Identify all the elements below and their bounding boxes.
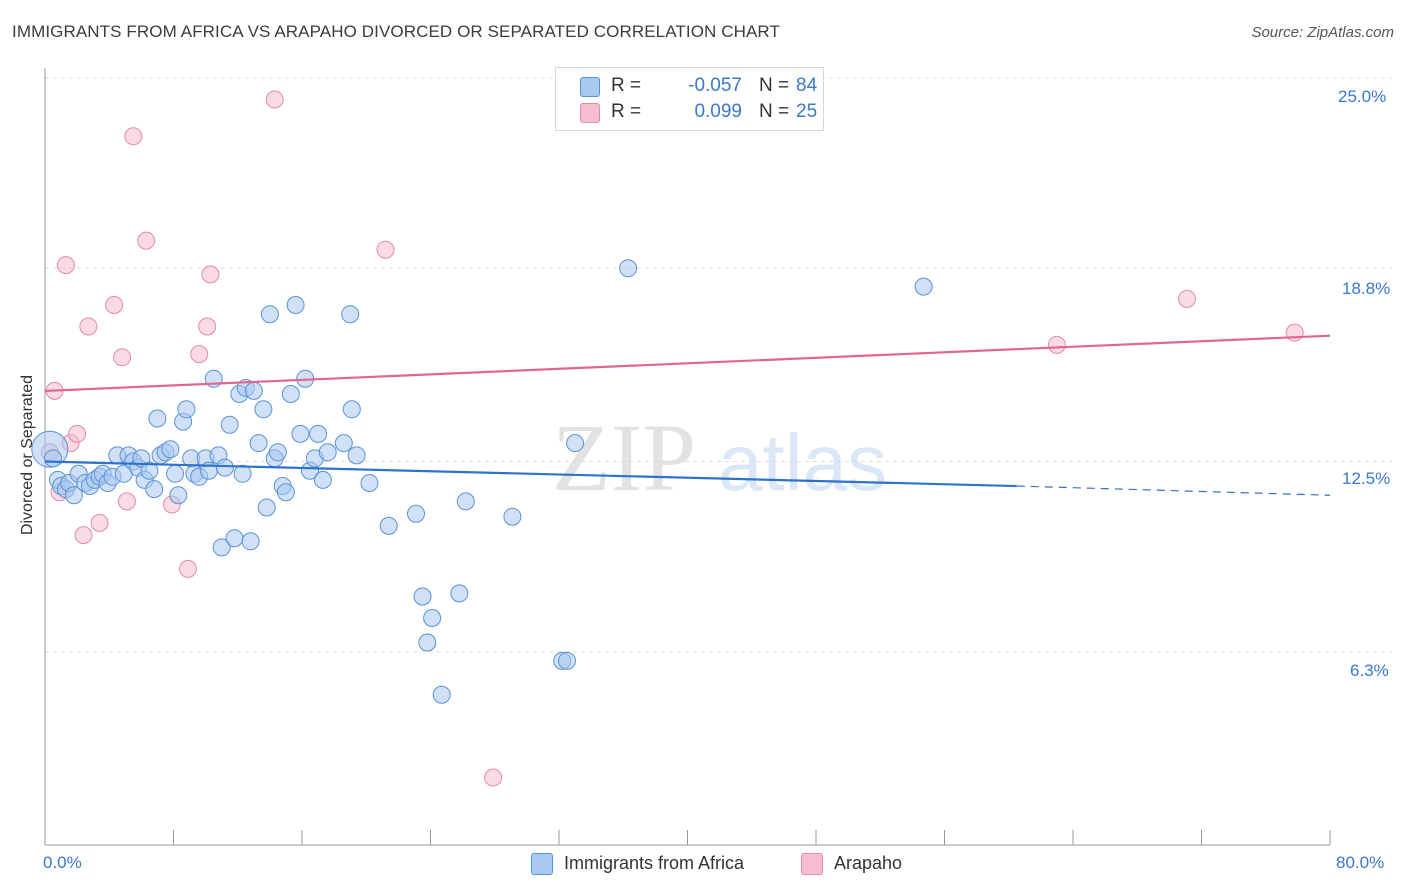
legend-label-africa: Immigrants from Africa: [564, 853, 745, 873]
arapaho-point: [137, 231, 156, 250]
y-tick-label: 18.8%: [1342, 279, 1391, 298]
africa-point: [456, 492, 475, 511]
africa-point: [233, 464, 252, 483]
africa-point: [44, 449, 62, 468]
africa-point: [413, 587, 432, 606]
watermark-atlas: atlas: [718, 418, 887, 507]
arapaho-point: [68, 424, 87, 443]
africa-point: [291, 424, 310, 443]
africa-point: [914, 277, 933, 296]
arapaho-point: [265, 90, 284, 109]
arapaho-point: [201, 265, 220, 284]
grid-lines: [45, 77, 1392, 653]
arapaho-point: [113, 348, 132, 367]
arapaho-point: [105, 296, 124, 314]
africa-point: [215, 458, 234, 477]
arapaho-point: [124, 127, 143, 146]
africa-swatch-icon: [580, 77, 600, 97]
arapaho-point: [79, 317, 98, 336]
africa-point: [64, 486, 83, 505]
africa-point: [418, 633, 437, 652]
x-tick-label-min: 0.0%: [43, 853, 82, 872]
africa-point: [276, 483, 295, 502]
arapaho-point: [376, 240, 395, 259]
africa-point: [309, 424, 328, 443]
source-label: Source: ZipAtlas.com: [1251, 24, 1394, 41]
africa-point: [249, 434, 268, 453]
africa-point: [254, 400, 273, 419]
trend-lines: [44, 334, 1331, 496]
africa-point: [313, 470, 332, 489]
arapaho-point: [190, 345, 209, 364]
y-tick-label: 12.5%: [1342, 469, 1391, 488]
y-axis-label: Divorced or Separated: [19, 374, 36, 536]
africa-swatch-icon: [531, 853, 553, 875]
arapaho-point: [117, 492, 136, 511]
n-label: N =: [759, 101, 790, 122]
r-label: R =: [611, 101, 642, 122]
africa-point: [503, 507, 522, 526]
arapaho-point: [1178, 289, 1196, 308]
africa-point: [177, 400, 196, 419]
arapaho-point: [90, 513, 109, 532]
arapaho-point: [179, 559, 197, 578]
n-value: 25: [796, 101, 818, 122]
r-value: 0.099: [694, 101, 742, 122]
africa-point: [379, 516, 398, 535]
africa-point: [241, 532, 260, 551]
africa-point: [244, 381, 263, 400]
africa-point: [566, 434, 585, 453]
arapaho-point: [484, 768, 503, 787]
africa-point: [360, 474, 379, 492]
x-tick-label-max: 80.0%: [1336, 853, 1385, 872]
africa-point: [286, 296, 305, 314]
africa-point: [318, 443, 337, 462]
africa-point: [166, 464, 185, 483]
africa-point: [212, 538, 231, 557]
africa-point: [169, 486, 188, 505]
arapaho-point: [74, 526, 93, 545]
watermark-zip: ZIP: [552, 404, 696, 511]
africa-point: [281, 385, 300, 403]
africa-point: [257, 498, 276, 517]
arapaho-swatch-icon: [801, 853, 823, 875]
stats-legend: R = -0.057 N = 84 R = 0.099 N = 25: [555, 67, 824, 131]
arapaho-swatch-icon: [580, 103, 600, 123]
chart-title: IMMIGRANTS FROM AFRICA VS ARAPAHO DIVORC…: [12, 22, 780, 41]
legend-label-arapaho: Arapaho: [834, 853, 903, 873]
africa-point: [220, 415, 239, 434]
africa-trend-extension: [1016, 485, 1331, 496]
n-value: 84: [796, 75, 818, 96]
africa-point: [148, 409, 167, 428]
africa-point: [268, 443, 287, 462]
africa-point: [140, 461, 159, 480]
africa-point: [341, 305, 360, 324]
arapaho-point: [1047, 335, 1066, 354]
africa-point: [260, 305, 279, 324]
y-tick-label: 25.0%: [1338, 87, 1387, 106]
arapaho-trend-line: [44, 334, 1331, 393]
africa-point: [450, 584, 469, 603]
arapaho-point: [56, 256, 75, 275]
africa-point: [347, 446, 366, 465]
y-tick-label: 6.3%: [1350, 661, 1389, 680]
africa-point: [145, 480, 164, 499]
africa-point: [225, 529, 244, 548]
africa-point: [423, 609, 442, 627]
africa-points: [31, 259, 933, 704]
r-label: R =: [611, 75, 642, 96]
africa-trend-line: [44, 460, 1017, 488]
n-label: N =: [759, 75, 790, 96]
africa-point: [407, 504, 425, 523]
africa-point: [619, 259, 638, 278]
arapaho-point: [198, 317, 217, 336]
africa-point: [432, 685, 451, 704]
r-value: -0.057: [688, 75, 742, 96]
africa-point: [334, 434, 353, 453]
africa-point: [342, 400, 361, 419]
africa-point: [558, 651, 576, 670]
watermark: ZIP atlas: [552, 404, 887, 511]
africa-point: [161, 440, 180, 459]
